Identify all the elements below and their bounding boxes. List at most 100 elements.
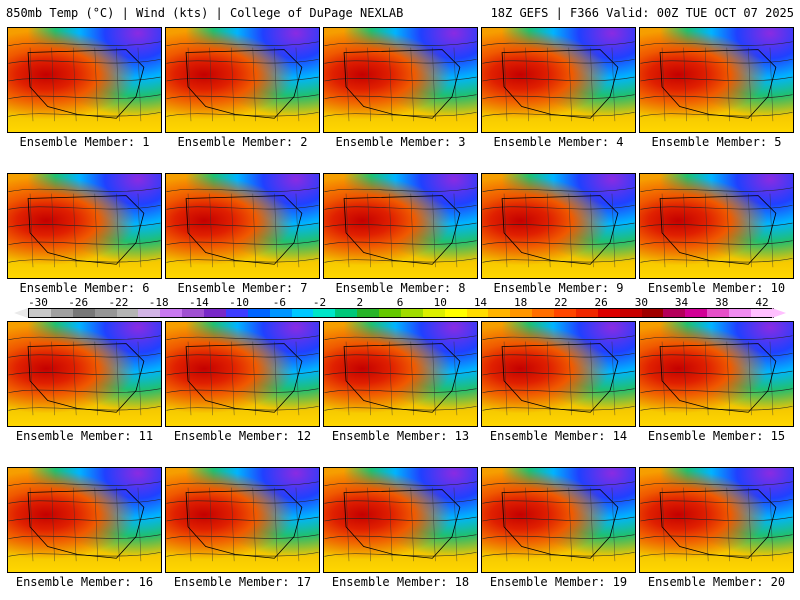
colorbar-segment <box>182 309 204 317</box>
ensemble-panel <box>7 467 162 573</box>
colorbar-segment <box>138 309 161 317</box>
colorbar-arrow-right <box>772 308 786 318</box>
colorbar-bar <box>28 308 774 318</box>
colorbar-tick-label: 6 <box>396 296 404 309</box>
colorbar-segment <box>444 309 467 317</box>
colorbar-tick-label: -18 <box>148 296 169 309</box>
ensemble-panel <box>323 27 478 133</box>
panel-label: Ensemble Member: 3 <box>335 135 466 149</box>
ensemble-panel <box>639 27 794 133</box>
colorbar-segment <box>641 309 664 317</box>
ensemble-panel <box>165 173 320 279</box>
colorbar-segment <box>597 309 620 317</box>
ensemble-panel <box>639 173 794 279</box>
colorbar-segment <box>313 309 336 317</box>
colorbar-segment <box>225 309 248 317</box>
colorbar-segment <box>247 309 270 317</box>
colorbar-segment <box>663 309 686 317</box>
colorbar-segment <box>422 309 445 317</box>
panel-label: Ensemble Member: 1 <box>19 135 150 149</box>
ensemble-panel <box>165 321 320 427</box>
colorbar-segment <box>750 309 773 317</box>
panel-label: Ensemble Member: 9 <box>493 281 624 295</box>
colorbar-tick-label: 22 <box>554 296 568 309</box>
colorbar-segment <box>269 309 292 317</box>
panel-label: Ensemble Member: 6 <box>19 281 150 295</box>
panel-label: Ensemble Member: 2 <box>177 135 308 149</box>
panel-label: Ensemble Member: 18 <box>331 575 470 589</box>
panel-label: Ensemble Member: 12 <box>173 429 312 443</box>
colorbar-tick-label: 10 <box>433 296 447 309</box>
panel-label: Ensemble Member: 7 <box>177 281 308 295</box>
ensemble-panel <box>7 173 162 279</box>
colorbar-tick-label: -30 <box>28 296 48 309</box>
ensemble-panel <box>639 321 794 427</box>
colorbar-segment <box>160 309 183 317</box>
ensemble-panel <box>481 321 636 427</box>
panel-label: Ensemble Member: 13 <box>331 429 470 443</box>
colorbar-segment <box>554 309 576 317</box>
ensemble-panel <box>7 27 162 133</box>
panel-label: Ensemble Member: 11 <box>15 429 154 443</box>
colorbar-segment <box>619 309 642 317</box>
ensemble-panel <box>481 27 636 133</box>
colorbar-segment <box>116 309 139 317</box>
ensemble-panel <box>323 467 478 573</box>
colorbar-tick-label: 18 <box>514 296 528 309</box>
colorbar-tick-label: 30 <box>634 296 648 309</box>
colorbar-segment <box>94 309 117 317</box>
colorbar-tick-label: -6 <box>272 296 286 309</box>
panel-label: Ensemble Member: 16 <box>15 575 154 589</box>
panel-label: Ensemble Member: 19 <box>489 575 628 589</box>
ensemble-panel <box>639 467 794 573</box>
panel-label: Ensemble Member: 5 <box>651 135 782 149</box>
ensemble-panel <box>7 321 162 427</box>
colorbar-tick-label: 34 <box>674 296 689 309</box>
colorbar-tick-label: -2 <box>312 296 327 309</box>
colorbar-segment <box>291 309 314 317</box>
colorbar-segment <box>532 309 554 317</box>
ensemble-panel <box>323 173 478 279</box>
header: 850mb Temp (°C) | Wind (kts) | College o… <box>0 0 800 24</box>
colorbar-segment <box>72 309 95 317</box>
ensemble-panel <box>323 321 478 427</box>
colorbar-segment <box>466 309 489 317</box>
colorbar-segment <box>379 309 401 317</box>
panel-label: Ensemble Member: 17 <box>173 575 312 589</box>
panel-label: Ensemble Member: 20 <box>647 575 786 589</box>
colorbar-segment <box>335 309 358 317</box>
panel-label: Ensemble Member: 8 <box>335 281 466 295</box>
panel-label: Ensemble Member: 14 <box>489 429 628 443</box>
colorbar-segment <box>204 309 226 317</box>
ensemble-panel <box>165 467 320 573</box>
colorbar-segment <box>685 309 708 317</box>
colorbar-tick-label: -22 <box>108 296 129 309</box>
colorbar-tick-label: -14 <box>188 296 209 309</box>
colorbar-segment <box>575 309 598 317</box>
colorbar: -30 -26 -22 -18 -14 -10 -6 -2 2 6 10 14 18 22 26 30 34 38… <box>10 296 790 320</box>
colorbar-labels: -30 -26 -22 -18 -14 -10 -6 -2 2 6 10 14 18 22 26 30 34 38… <box>10 296 790 309</box>
colorbar-segment <box>488 309 511 317</box>
panel-label: Ensemble Member: 4 <box>493 135 624 149</box>
colorbar-tick-label: 14 <box>473 296 488 309</box>
ensemble-panel <box>165 27 320 133</box>
page-title: 850mb Temp (°C) | Wind (kts) | College o… <box>6 6 404 20</box>
colorbar-tick-label: -10 <box>229 296 250 309</box>
run-info: 18Z GEFS | F366 Valid: 00Z TUE OCT 07 20… <box>490 6 794 20</box>
colorbar-segment <box>400 309 423 317</box>
ensemble-panel <box>481 467 636 573</box>
colorbar-segment <box>357 309 379 317</box>
colorbar-segment <box>50 309 73 317</box>
colorbar-segment <box>29 309 51 317</box>
colorbar-tick-label: 38 <box>715 296 729 309</box>
ensemble-panel <box>481 173 636 279</box>
colorbar-tick-label: 26 <box>594 296 608 309</box>
colorbar-tick-label: 42 <box>755 296 769 309</box>
panel-label: Ensemble Member: 10 <box>647 281 786 295</box>
colorbar-tick-label: -26 <box>68 296 89 309</box>
colorbar-segment <box>510 309 533 317</box>
colorbar-segment <box>707 309 729 317</box>
colorbar-segment <box>729 309 751 317</box>
panel-label: Ensemble Member: 15 <box>647 429 786 443</box>
colorbar-arrow-left <box>14 308 28 318</box>
